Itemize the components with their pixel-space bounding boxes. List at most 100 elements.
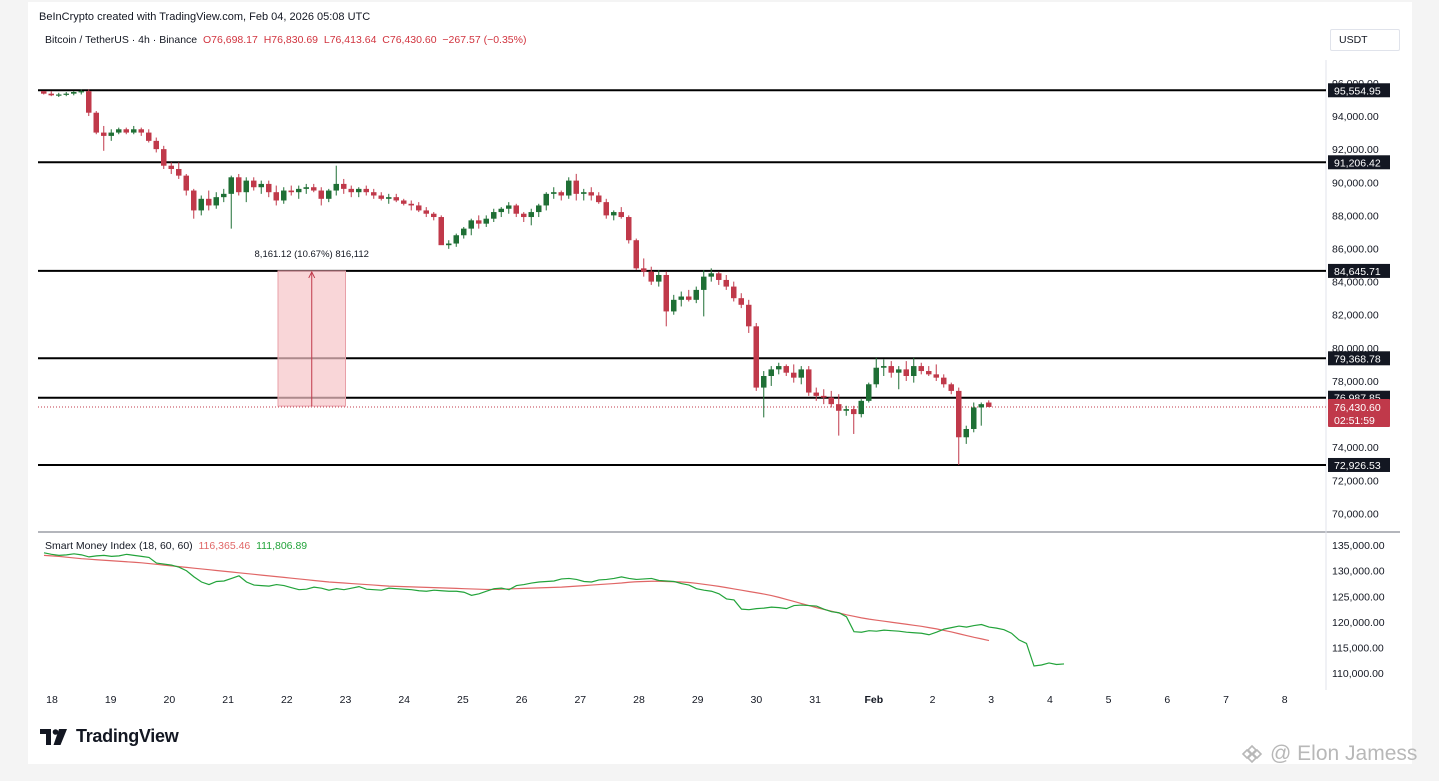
candle-body xyxy=(326,190,332,199)
candle-body xyxy=(941,377,947,385)
ohlc-open: O76,698.17 xyxy=(202,34,258,46)
candle-body xyxy=(266,183,272,193)
candle-body xyxy=(408,203,414,206)
chart-card xyxy=(28,2,1412,764)
candle-body xyxy=(483,218,489,224)
candle-body xyxy=(41,91,47,94)
x-tick-label: Feb xyxy=(864,694,883,706)
measure-label: 8,161.12 (10.67%) 816,112 xyxy=(255,249,369,260)
measure-arrow-head xyxy=(308,270,316,279)
candle-body xyxy=(48,93,54,96)
candle-body xyxy=(716,273,722,280)
candle-body xyxy=(536,205,542,213)
candle-body xyxy=(611,212,617,216)
candle-body xyxy=(708,273,714,277)
candle-body xyxy=(513,205,519,214)
indicator-name[interactable]: Smart Money Index (18, 60, 60) xyxy=(45,540,193,552)
candle-body xyxy=(318,190,324,199)
indicator-series-line xyxy=(43,552,1065,667)
candle-body xyxy=(963,428,969,438)
candle-body xyxy=(888,366,894,373)
candle-body xyxy=(746,304,752,327)
candle-body xyxy=(296,188,302,193)
candle-body xyxy=(851,409,857,415)
candle-body xyxy=(168,165,174,170)
candle-body xyxy=(776,366,782,370)
indicator-tick-label: 120,000.00 xyxy=(1332,617,1385,629)
candle-body xyxy=(393,197,399,201)
candle-body xyxy=(686,296,692,300)
symbol-name[interactable]: Bitcoin / TetherUS · 4h · Binance xyxy=(45,34,198,46)
candle-body xyxy=(438,217,444,246)
candle-body xyxy=(521,213,527,218)
price-tick-label: 82,000.00 xyxy=(1332,310,1379,322)
candle-body xyxy=(153,140,159,150)
x-tick-label: 27 xyxy=(574,694,586,706)
candle-body xyxy=(363,188,369,193)
level-price-tag xyxy=(1328,155,1390,170)
last-price-label: 76,430.60 xyxy=(1334,402,1381,414)
ohlc-change: −267.57 (−0.35%) xyxy=(442,34,527,46)
candle-body xyxy=(618,212,624,218)
x-tick-label: 2 xyxy=(930,694,936,706)
x-tick-label: 5 xyxy=(1106,694,1112,706)
level-price-label: 84,645.71 xyxy=(1334,266,1381,278)
candle-body xyxy=(956,390,962,438)
candle-body xyxy=(198,198,204,211)
candle-body xyxy=(543,193,549,206)
x-tick-label: 29 xyxy=(692,694,704,706)
candle-body xyxy=(131,129,137,133)
x-tick-label: 23 xyxy=(340,694,352,706)
candle-body xyxy=(633,240,639,269)
candle-body xyxy=(588,192,594,196)
x-tick-label: 7 xyxy=(1223,694,1229,706)
candle-body xyxy=(506,205,512,209)
candle-body xyxy=(873,367,879,385)
candle-body xyxy=(78,91,84,93)
indicator-tick-label: 125,000.00 xyxy=(1332,591,1385,603)
candle-body xyxy=(671,299,677,312)
candle-body xyxy=(581,192,587,194)
watermark: @ Elon Jamess xyxy=(1240,742,1417,766)
candle-body xyxy=(948,384,954,391)
candle-body xyxy=(108,132,114,136)
level-price-label: 91,206.42 xyxy=(1334,157,1381,169)
candle-body xyxy=(828,397,834,405)
price-tick-label: 92,000.00 xyxy=(1332,144,1379,156)
candle-body xyxy=(821,395,827,398)
candle-body xyxy=(146,132,152,141)
candle-body xyxy=(558,192,564,196)
candle-body xyxy=(138,129,144,133)
candle-body xyxy=(56,94,62,96)
candle-body xyxy=(843,409,849,411)
candle-body xyxy=(858,400,864,415)
candle-body xyxy=(371,192,377,196)
candle-body xyxy=(596,195,602,203)
countdown-label: 02:51:59 xyxy=(1334,415,1375,427)
candle-body xyxy=(333,183,339,191)
candle-body xyxy=(176,169,182,176)
candle-body xyxy=(528,212,534,218)
candle-body xyxy=(753,326,759,388)
candle-body xyxy=(798,369,804,378)
candle-body xyxy=(273,192,279,201)
currency-button[interactable]: USDT xyxy=(1330,29,1400,51)
level-price-tag xyxy=(1328,457,1390,472)
flower-icon xyxy=(1241,744,1263,764)
candle-body xyxy=(836,404,842,411)
ohlc-high: H76,830.69 xyxy=(263,34,319,46)
candle-body xyxy=(251,180,257,188)
tradingview-logo[interactable]: TradingView xyxy=(40,726,179,747)
candle-body xyxy=(423,210,429,214)
x-tick-label: 4 xyxy=(1047,694,1053,706)
symbol-legend: Bitcoin / TetherUS · 4h · Binance O76,69… xyxy=(45,34,526,46)
x-tick-label: 28 xyxy=(633,694,645,706)
price-tick-label: 72,000.00 xyxy=(1332,475,1379,487)
x-tick-label: 20 xyxy=(164,694,176,706)
tradingview-logo-text: TradingView xyxy=(76,726,179,746)
candle-body xyxy=(161,149,167,166)
candle-body xyxy=(63,93,69,95)
candle-body xyxy=(648,271,654,282)
candle-body xyxy=(656,274,662,282)
